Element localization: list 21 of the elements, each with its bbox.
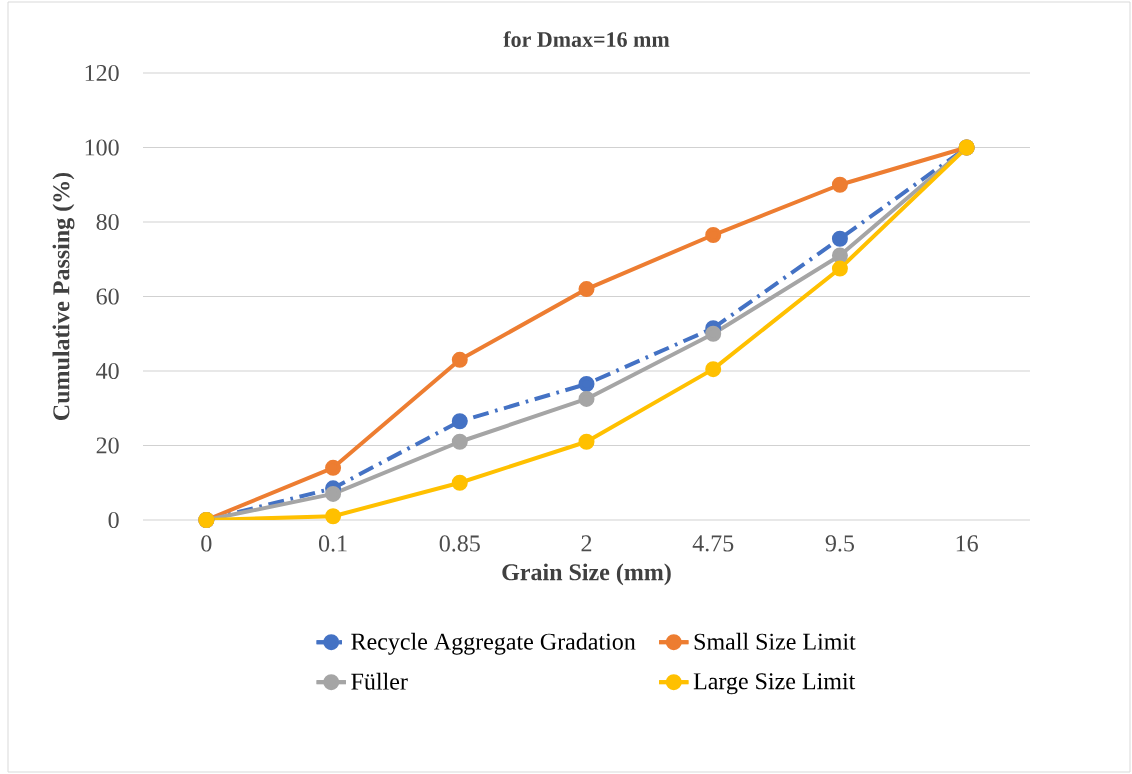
x-tick-label: 0.1 (319, 535, 347, 552)
y-tick-label: 0 (108, 511, 119, 529)
x-tick-label: 0.85 (439, 535, 480, 552)
legend-label: Small Size Limit (694, 632, 856, 650)
x-tick-label: 0 (201, 535, 212, 552)
y-axis-title: Cumulative Passing (%) (52, 172, 75, 420)
x-tick-label: 4.75 (692, 535, 734, 552)
chart-title: for Dmax=16 mm (503, 31, 670, 47)
y-tick-label: 120 (85, 64, 119, 82)
x-axis-title: Grain Size (mm) (502, 563, 671, 586)
legend-label: Füller (351, 672, 408, 690)
y-tick-label: 60 (96, 288, 119, 305)
y-tick-label: 100 (85, 139, 119, 156)
legend-label: Large Size Limit (693, 673, 856, 695)
y-tick-label: 80 (96, 213, 119, 231)
x-tick-label: 2 (581, 535, 592, 552)
x-tick-label: 9.5 (825, 535, 854, 552)
x-tick-label: 16 (956, 535, 978, 552)
y-tick-label: 40 (96, 362, 119, 380)
y-tick-label: 20 (96, 437, 119, 454)
legend-label: Recycle Aggregate Gradation (351, 632, 636, 655)
